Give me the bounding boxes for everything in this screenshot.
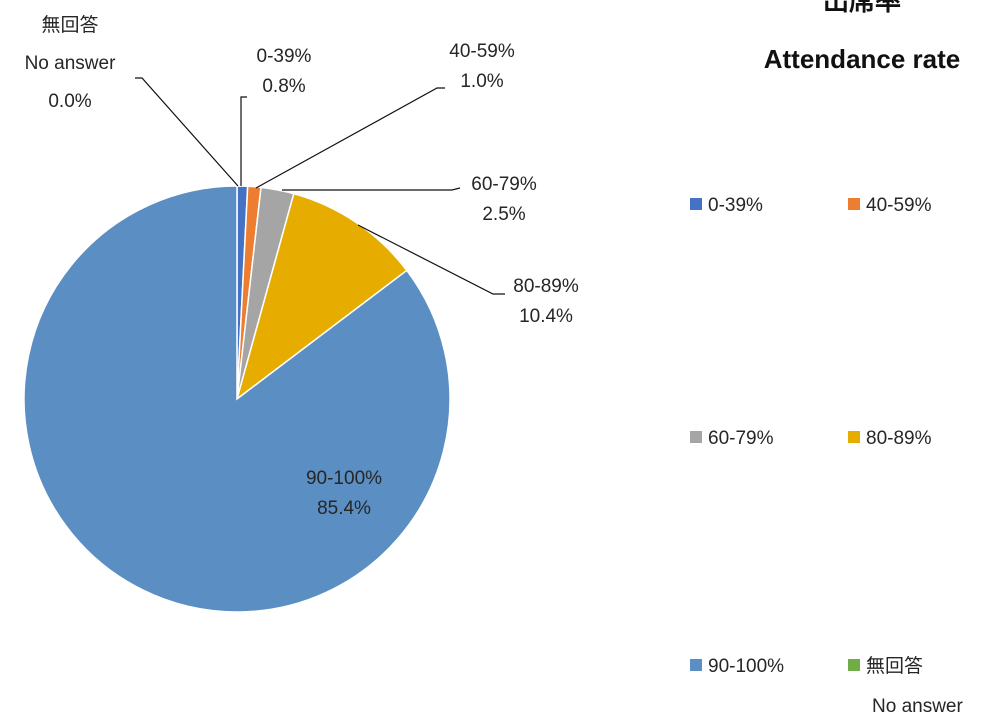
legend-swatch-90-100 (690, 659, 702, 671)
legend-label-60-79: 60-79% (708, 428, 774, 449)
chart-subtitle: Attendance rate (764, 44, 961, 74)
data-label-subtitle-slice-5: No answer (25, 53, 116, 74)
legend-swatch-40-59 (848, 198, 860, 210)
pie-slices (23, 185, 451, 613)
pie-slice-90-100 (23, 185, 451, 613)
legend-label-90-100: 90-100% (708, 656, 784, 677)
data-label-category-slice-5: 無回答 (41, 14, 98, 36)
data-label-category-80-89: 80-89% (513, 276, 579, 297)
legend-swatch-60-79 (690, 431, 702, 443)
legend-swatch-0-39 (690, 198, 702, 210)
data-label-category-90-100: 90-100% (306, 468, 382, 489)
legend-label-80-89: 80-89% (866, 428, 932, 449)
legend-label-40-59: 40-59% (866, 195, 932, 216)
legend-sublabel-slice-5: No answer (872, 696, 963, 717)
legend-label-0-39: 0-39% (708, 195, 763, 216)
data-label-value-60-79: 2.5% (482, 204, 525, 225)
pie-slice-80-89 (235, 192, 408, 401)
leader-line-slice-5 (135, 77, 239, 187)
data-label-value-slice-5: 0.0% (48, 91, 91, 112)
leader-line-40-59 (255, 87, 445, 189)
data-labels: 0-39% 0.8% 40-59% 1.0% 60-79% 2.5% 80-89% 10.4%… (25, 14, 579, 519)
legend-label-slice-5: 無回答 (866, 655, 923, 677)
leader-line-0-39 (240, 96, 247, 186)
chart-title: 出席率 (823, 0, 901, 16)
data-label-value-90-100: 85.4% (317, 498, 371, 519)
legend-swatch-slice-5 (848, 659, 860, 671)
data-label-value-40-59: 1.0% (460, 71, 503, 92)
leader-line-80-89 (357, 224, 505, 295)
leader-lines (135, 77, 505, 295)
legend-swatch-80-89 (848, 431, 860, 443)
data-label-value-0-39: 0.8% (262, 76, 305, 97)
data-label-value-80-89: 10.4% (519, 306, 573, 327)
legend: 0-39% 40-59% 60-79% 80-89% 90-100% 無回答 No answ… (690, 195, 963, 717)
leader-line-60-79 (282, 187, 461, 191)
data-label-category-60-79: 60-79% (471, 174, 537, 195)
data-label-category-40-59: 40-59% (449, 41, 515, 62)
data-label-category-0-39: 0-39% (257, 46, 312, 67)
